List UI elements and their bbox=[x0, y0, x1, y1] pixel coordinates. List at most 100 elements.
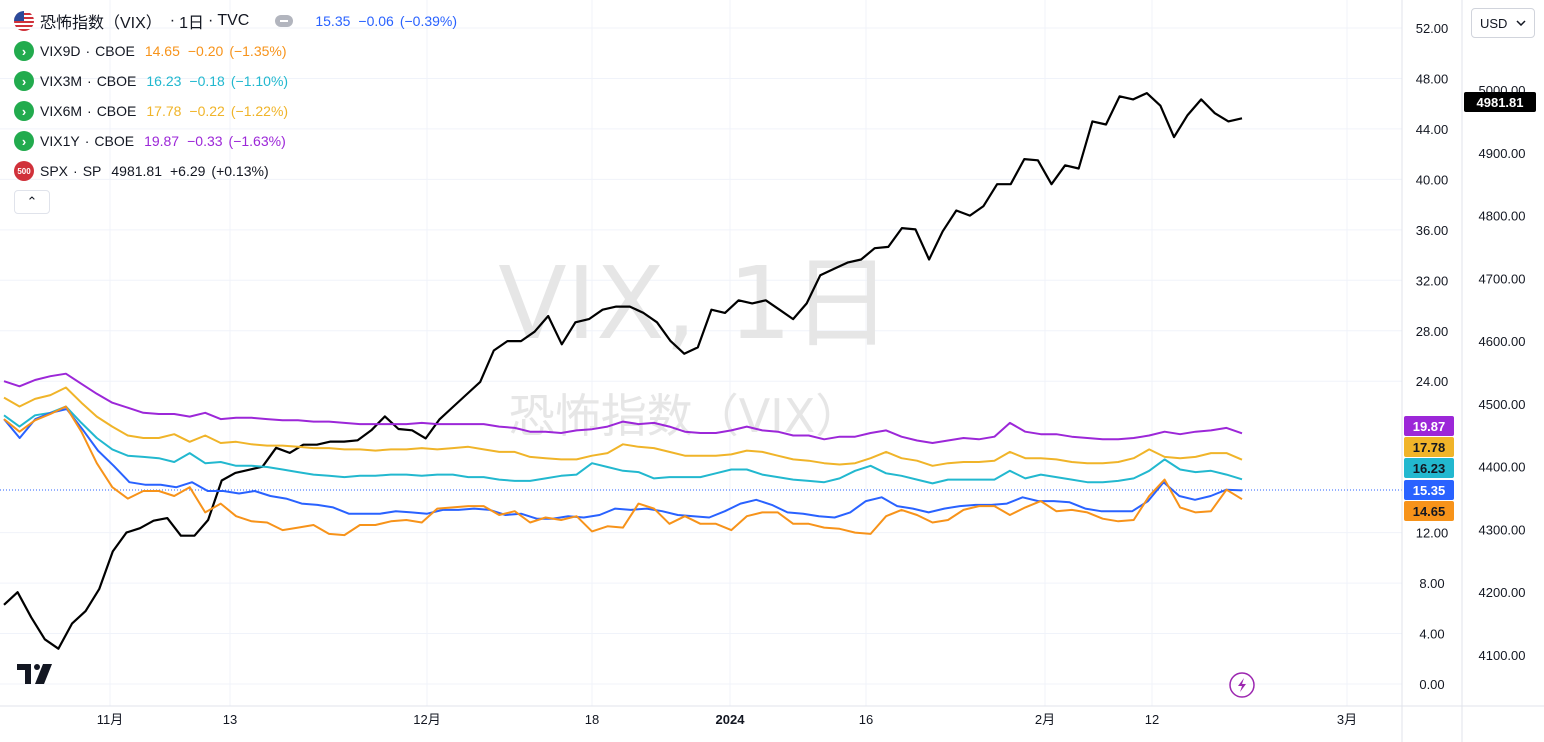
cboe-icon: › bbox=[14, 131, 34, 151]
legend-symbol[interactable]: VIX9D bbox=[40, 43, 81, 59]
left-axis-tick-label: 52.00 bbox=[1416, 21, 1449, 36]
legend-symbol[interactable]: VIX6M bbox=[40, 103, 83, 119]
legend-dot: · bbox=[169, 12, 176, 29]
right-axis-tick-label: 4500.00 bbox=[1479, 397, 1526, 412]
price-badge-bg bbox=[1404, 416, 1454, 436]
legend-row-vix3m[interactable]: › VIX3M · CBOE 16.23 −0.18 (−1.10%) bbox=[14, 66, 457, 96]
right-axis-tick-label: 4800.00 bbox=[1479, 209, 1526, 224]
currency-label: USD bbox=[1480, 15, 1508, 31]
right-axis-tick-label: 4300.00 bbox=[1479, 522, 1526, 537]
spx-icon: 500 bbox=[14, 161, 34, 181]
price-badge-label: 19.87 bbox=[1413, 419, 1446, 434]
legend-symbol[interactable]: VIX3M bbox=[40, 73, 83, 89]
chart-grid bbox=[0, 0, 1402, 706]
cboe-icon: › bbox=[14, 71, 34, 91]
left-price-axis[interactable]: 52.00 48.00 44.00 40.00 36.00 32.00 28.00 24.00… bbox=[1416, 21, 1449, 692]
chevron-down-icon bbox=[1516, 20, 1526, 26]
legend-row-vix1y[interactable]: › VIX1Y · CBOE 19.87 −0.33 (−1.63%) bbox=[14, 126, 457, 156]
legend-row-vix[interactable]: 恐怖指数（VIX） · 1日 · TVC 15.35 −0.06 (−0.39%… bbox=[14, 6, 457, 36]
left-axis-tick-label: 24.00 bbox=[1416, 374, 1449, 389]
legend-change: −0.18 bbox=[189, 73, 225, 89]
price-badge-bg bbox=[1404, 480, 1454, 500]
legend-change-pct: (−1.35%) bbox=[229, 43, 287, 59]
price-badge-label: 15.35 bbox=[1413, 483, 1446, 498]
legend-dot: · bbox=[85, 43, 91, 59]
right-axis-tick-label: 4400.00 bbox=[1479, 460, 1526, 475]
legend-value: 14.65 bbox=[144, 43, 180, 59]
legend-value: 17.78 bbox=[146, 103, 182, 119]
eye-icon[interactable] bbox=[275, 15, 294, 27]
cboe-icon: › bbox=[14, 101, 34, 121]
series-line-vix9d[interactable] bbox=[3, 405, 1243, 537]
left-axis-tick-label: 12.00 bbox=[1416, 526, 1449, 541]
legend-source: CBOE bbox=[94, 133, 135, 149]
legend-change: −0.22 bbox=[189, 103, 225, 119]
legend-source: CBOE bbox=[95, 43, 135, 59]
left-axis-tick-label: 0.00 bbox=[1419, 677, 1444, 692]
series-line-vix[interactable] bbox=[3, 408, 1243, 520]
legend-change: +6.29 bbox=[169, 163, 206, 179]
left-axis-tick-label: 36.00 bbox=[1416, 223, 1449, 238]
price-badge-label: 14.65 bbox=[1413, 504, 1446, 519]
time-axis[interactable]: 11月 13 12月 18 2024 16 2月 12 3月 bbox=[97, 712, 1357, 727]
legend-dot: · bbox=[87, 103, 92, 119]
legend-value: 16.23 bbox=[146, 73, 182, 89]
series-lines bbox=[3, 91, 1243, 650]
left-axis-tick-label: 32.00 bbox=[1416, 273, 1449, 288]
legend-title[interactable]: 恐怖指数（VIX） bbox=[40, 15, 162, 32]
lightning-icon[interactable] bbox=[1229, 672, 1255, 698]
time-axis-tick-label: 12 bbox=[1145, 712, 1159, 727]
series-line-vix3m[interactable] bbox=[3, 405, 1243, 485]
price-badge-bg bbox=[1404, 501, 1454, 521]
chevron-up-icon: ⌃ bbox=[26, 194, 38, 209]
legend-interval[interactable]: 1日 bbox=[179, 15, 205, 32]
time-axis-tick-label: 12月 bbox=[413, 712, 440, 727]
series-line-vix6m[interactable] bbox=[3, 386, 1243, 467]
time-axis-tick-label: 16 bbox=[859, 712, 873, 727]
right-axis-tick-label: 4900.00 bbox=[1479, 146, 1526, 161]
spx-price-badge-bg bbox=[1464, 92, 1536, 112]
currency-selector[interactable]: USD bbox=[1471, 8, 1535, 38]
legend-value: 15.35 bbox=[315, 13, 351, 29]
legend-row-vix6m[interactable]: › VIX6M · CBOE 17.78 −0.22 (−1.22%) bbox=[14, 96, 457, 126]
legend-change-pct: (−1.22%) bbox=[230, 103, 289, 119]
right-axis-tick-label: 4600.00 bbox=[1479, 334, 1526, 349]
collapse-legend-button[interactable]: ⌃ bbox=[14, 190, 50, 214]
legend-value: 19.87 bbox=[144, 133, 180, 149]
price-badge-label: 16.23 bbox=[1413, 461, 1446, 476]
watermark-line1: VIX, 1日 bbox=[498, 245, 892, 362]
legend-symbol[interactable]: SPX bbox=[40, 163, 69, 179]
legend-value: 4981.81 bbox=[111, 163, 162, 179]
series-line-spx[interactable] bbox=[3, 91, 1243, 650]
left-axis-tick-label: 44.00 bbox=[1416, 122, 1449, 137]
legend-change-pct: (−0.39%) bbox=[399, 13, 458, 29]
legend-dot: · bbox=[84, 133, 90, 149]
right-axis-tick-label: 4200.00 bbox=[1479, 585, 1526, 600]
legend-source: CBOE bbox=[96, 73, 137, 89]
time-axis-tick-label: 3月 bbox=[1337, 712, 1357, 727]
legend-source: TVC bbox=[217, 12, 250, 29]
watermark: VIX, 1日 恐怖指数（VIX） bbox=[498, 245, 892, 443]
series-line-vix1y[interactable] bbox=[3, 372, 1243, 444]
legend-row-vix9d[interactable]: › VIX9D · CBOE 14.65 −0.20 (−1.35%) bbox=[14, 36, 457, 66]
chart-legend: 恐怖指数（VIX） · 1日 · TVC 15.35 −0.06 (−0.39%… bbox=[14, 6, 457, 214]
time-axis-tick-label: 2月 bbox=[1035, 712, 1055, 727]
legend-change-pct: (−1.63%) bbox=[228, 133, 286, 149]
cboe-icon: › bbox=[14, 41, 34, 61]
legend-dot: · bbox=[73, 163, 78, 179]
legend-change-pct: (−1.10%) bbox=[230, 73, 289, 89]
right-axis-tick-label: 4700.00 bbox=[1479, 271, 1526, 286]
time-axis-tick-label: 2024 bbox=[716, 712, 746, 727]
legend-source: CBOE bbox=[96, 103, 137, 119]
left-axis-tick-label: 28.00 bbox=[1416, 324, 1449, 339]
legend-change-pct: (+0.13%) bbox=[211, 163, 269, 179]
legend-row-spx[interactable]: 500 SPX · SP 4981.81 +6.29 (+0.13%) bbox=[14, 156, 457, 186]
legend-symbol[interactable]: VIX1Y bbox=[40, 133, 80, 149]
right-axis-tick-label: 4100.00 bbox=[1479, 648, 1526, 663]
us-flag-icon bbox=[14, 11, 34, 31]
legend-dot: · bbox=[87, 73, 92, 89]
left-axis-tick-label: 40.00 bbox=[1416, 172, 1449, 187]
left-axis-tick-label: 8.00 bbox=[1419, 576, 1444, 591]
legend-change: −0.33 bbox=[187, 133, 223, 149]
